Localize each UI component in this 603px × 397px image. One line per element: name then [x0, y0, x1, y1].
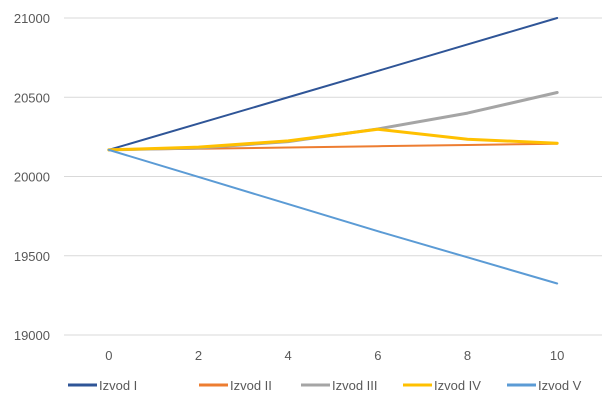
x-tick-label: 10 [550, 348, 564, 363]
legend: Izvod I Izvod II Izvod III Izvod IV Izvod V [68, 378, 582, 393]
legend-label: Izvod IV [434, 378, 481, 393]
series-line-4 [107, 127, 559, 152]
legend-label: Izvod III [332, 378, 378, 393]
series-line-5 [107, 148, 559, 285]
y-tick-label: 19500 [14, 249, 50, 264]
legend-label: Izvod I [99, 378, 137, 393]
x-tick-label: 4 [285, 348, 292, 363]
legend-item-4: Izvod IV [403, 378, 481, 393]
legend-item-5: Izvod V [507, 378, 582, 393]
y-tick-label: 19000 [14, 328, 50, 343]
x-tick-label: 6 [374, 348, 381, 363]
gridlines [64, 17, 602, 336]
y-tick-label: 20000 [14, 170, 50, 185]
legend-item-1: Izvod I [68, 378, 137, 393]
legend-item-2: Izvod II [199, 378, 272, 393]
x-tick-label: 2 [195, 348, 202, 363]
legend-label: Izvod II [230, 378, 272, 393]
x-tick-label: 8 [464, 348, 471, 363]
y-tick-label: 20500 [14, 90, 50, 105]
legend-label: Izvod V [538, 378, 582, 393]
x-axis: 0 2 4 6 8 10 [105, 348, 564, 363]
series-lines [107, 17, 559, 285]
y-tick-label: 21000 [14, 11, 50, 26]
x-tick-label: 0 [105, 348, 112, 363]
y-axis: 19000 19500 20000 20500 21000 [14, 11, 50, 343]
series-line-1 [107, 17, 559, 151]
legend-item-3: Izvod III [301, 378, 378, 393]
